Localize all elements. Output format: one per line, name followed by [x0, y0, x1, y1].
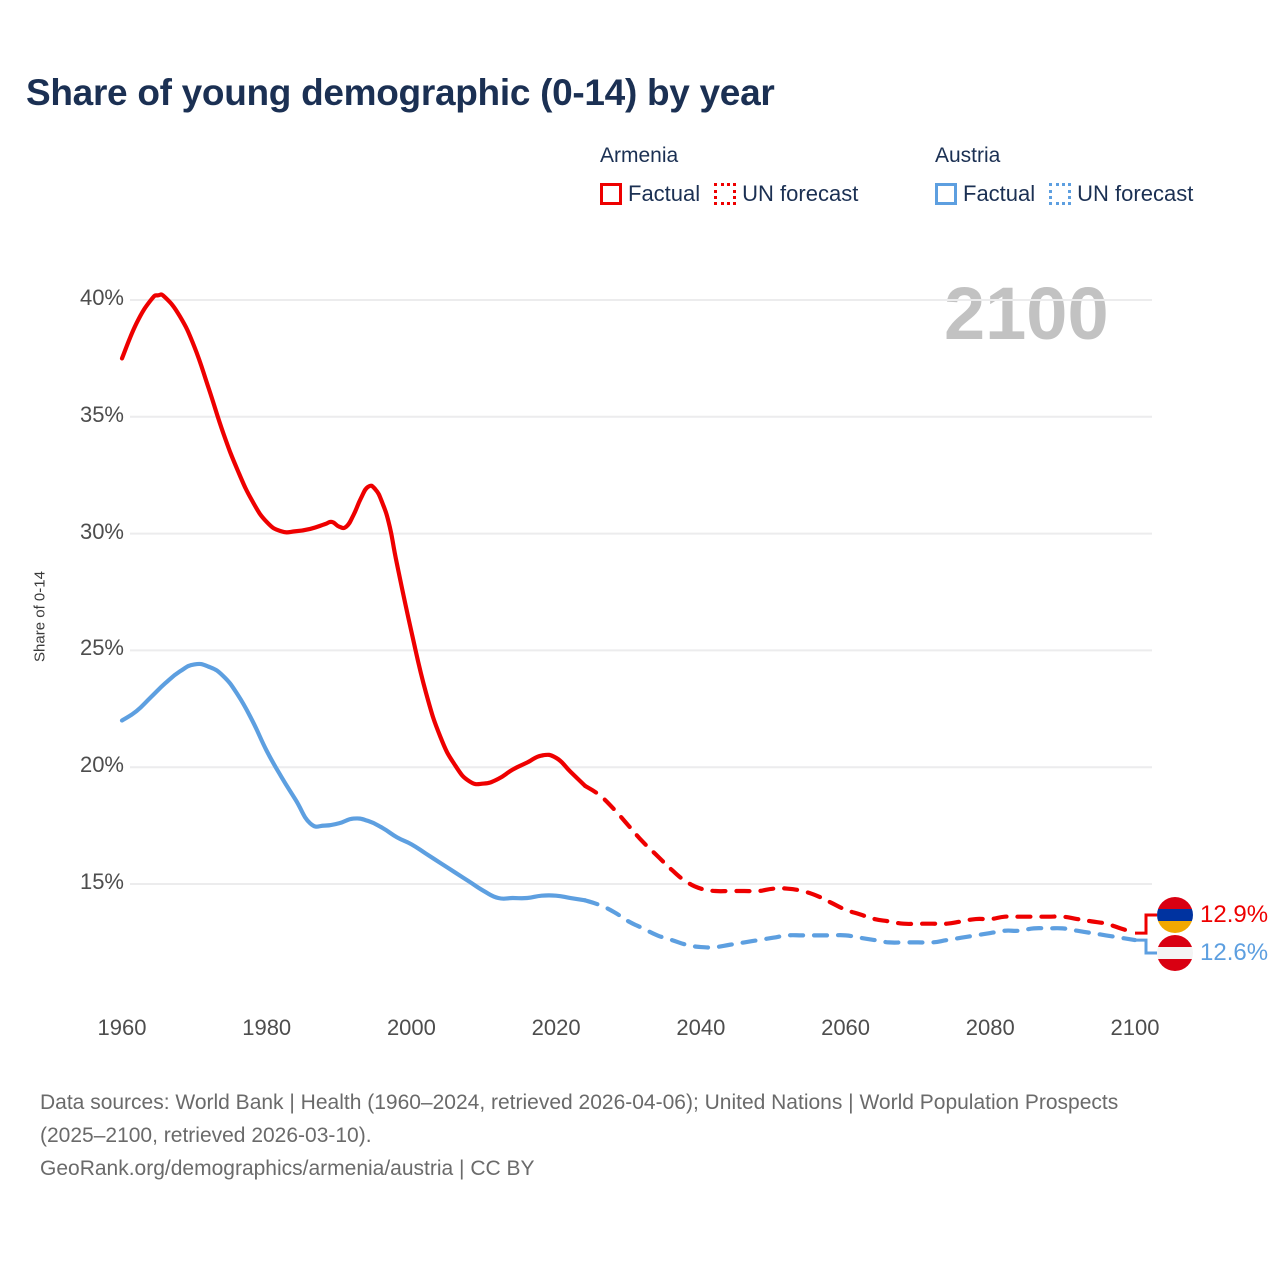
- x-axis-tick-label: 2100: [1110, 1015, 1160, 1040]
- y-axis-title: Share of 0-14: [31, 571, 49, 662]
- x-axis-tick-label: 2020: [531, 1015, 581, 1040]
- page-title: Share of young demographic (0-14) by yea…: [26, 72, 775, 113]
- legend-country-label-armenia: Armenia: [600, 144, 679, 167]
- x-axis-tick-label: 2060: [821, 1015, 871, 1040]
- legend-item-austria-factual[interactable]: Factual: [935, 181, 1035, 207]
- legend-swatch-solid-icon: [600, 183, 622, 205]
- end-value-austria: 12.6%: [1200, 939, 1269, 966]
- y-axis-tick-label: 30%: [79, 518, 124, 544]
- x-axis-tick-label: 2040: [676, 1015, 726, 1040]
- legend-group-austria: Austria Factual UN forecast: [935, 143, 1193, 207]
- legend-swatch-dotted-icon: [714, 183, 737, 205]
- footer-attribution[interactable]: GeoRank.org/demographics/armenia/austria…: [40, 1157, 535, 1180]
- end-connector-layer: [1135, 913, 1157, 955]
- x-axis-tick-label: 1960: [97, 1015, 147, 1040]
- end-marker-austria: 12.6%: [1157, 935, 1268, 971]
- armenia-flag-icon: [1157, 897, 1193, 933]
- legend-item-label: Factual: [963, 181, 1036, 206]
- end-value-armenia: 12.9%: [1200, 901, 1269, 928]
- series-line-2: [119, 661, 588, 903]
- legend-item-label: UN forecast: [1077, 181, 1194, 206]
- x-axis-tick-label: 2000: [386, 1015, 436, 1040]
- footer: Data sources: World Bank | Health (1960–…: [40, 1086, 1220, 1185]
- y-axis-tick-label: 15%: [79, 869, 124, 894]
- x-axis-tick-label: 2080: [965, 1015, 1015, 1040]
- series-line-3: [582, 898, 1138, 950]
- footer-data-sources: Data sources: World Bank | Health (1960–…: [40, 1091, 1119, 1147]
- end-connector-armenia: [1135, 913, 1157, 935]
- chart-canvas: [119, 292, 1157, 955]
- legend-group-armenia: Armenia Factual UN forecast: [600, 143, 858, 207]
- y-axis-tick-label: 40%: [79, 285, 124, 310]
- gridlines: [130, 299, 1152, 885]
- legend-swatch-solid-icon: [935, 183, 957, 205]
- y-axis-tick-label: 20%: [79, 752, 124, 778]
- series-line-1: [582, 783, 1138, 936]
- y-axis-tick-label: 35%: [79, 401, 124, 427]
- watermark-year: 2100: [944, 272, 1109, 355]
- legend-item-label: UN forecast: [742, 181, 859, 206]
- series-line-0: [119, 292, 588, 788]
- y-axis-tick-label: 25%: [79, 635, 124, 661]
- legend-swatch-dotted-icon: [1049, 183, 1072, 205]
- end-marker-armenia: 12.9%: [1157, 897, 1268, 933]
- end-connector-austria: [1135, 938, 1157, 955]
- legend-item-armenia-factual[interactable]: Factual: [600, 181, 700, 207]
- x-axis-tick-label: 1980: [242, 1015, 292, 1040]
- legend-item-label: Factual: [628, 181, 701, 206]
- austria-flag-icon: [1157, 935, 1193, 971]
- data-series-layer: [119, 292, 1138, 950]
- legend-item-austria-un-forecast[interactable]: UN forecast: [1049, 181, 1193, 207]
- legend-item-armenia-un-forecast[interactable]: UN forecast: [714, 181, 858, 207]
- plot-area: Share of 0-14 15% 20% 25% 30% 35% 40% 1960 1980…: [31, 285, 1160, 1040]
- legend-country-label-austria: Austria: [935, 144, 1001, 167]
- chart-legend: Armenia Factual UN forecast Austria Fact…: [600, 143, 1260, 223]
